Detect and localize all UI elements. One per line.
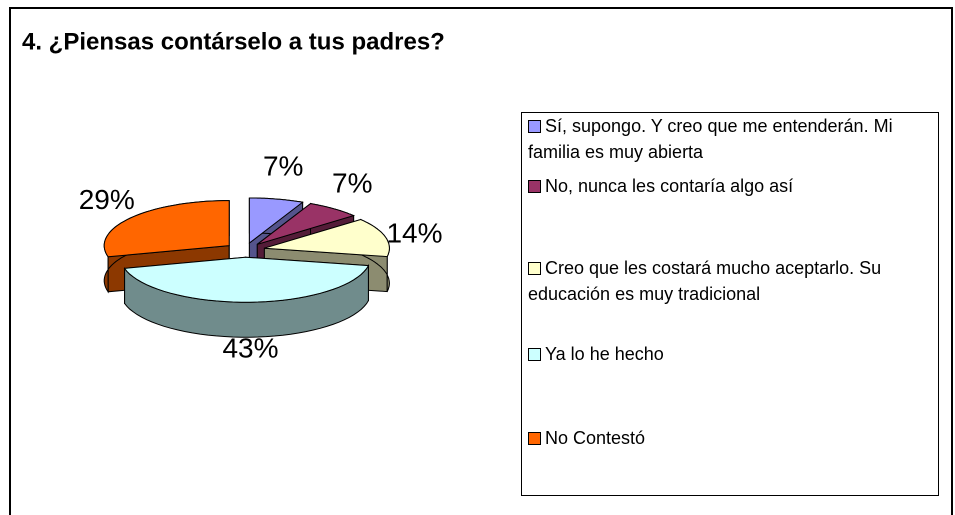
legend-swatch — [528, 348, 541, 361]
chart-title: 4. ¿Piensas contárselo a tus padres? — [22, 28, 445, 55]
slice — [123, 256, 370, 303]
legend-swatch — [528, 120, 541, 133]
legend-label: Sí, supongo. Y creo que me entenderán. M… — [528, 116, 893, 162]
frame — [9, 7, 953, 515]
legend-label: Ya lo he hecho — [545, 344, 664, 364]
legend-entry: Ya lo he hecho — [528, 341, 938, 367]
data-label: 7% — [263, 151, 303, 182]
legend-swatch — [528, 180, 541, 193]
legend: Sí, supongo. Y creo que me entenderán. M… — [521, 112, 939, 496]
legend-entry: No, nunca les contaría algo así — [528, 173, 938, 199]
legend-swatch — [528, 262, 541, 275]
slice — [264, 218, 390, 258]
data-label: 14% — [386, 218, 442, 249]
legend-label: No, nunca les contaría algo así — [545, 176, 794, 196]
slice — [103, 200, 230, 258]
data-label: 29% — [79, 184, 135, 215]
slice — [248, 197, 304, 245]
legend-entry: Sí, supongo. Y creo que me entenderán. M… — [528, 113, 938, 165]
slice — [256, 203, 356, 245]
legend-entry: No Contestó — [528, 425, 938, 451]
legend-label: No Contestó — [545, 428, 646, 448]
data-label: 7% — [332, 168, 372, 199]
legend-label: Creo que les costará mucho aceptarlo. Su… — [528, 258, 882, 304]
legend-swatch — [528, 432, 541, 445]
data-label: 43% — [222, 332, 278, 363]
legend-entry: Creo que les costará mucho aceptarlo. Su… — [528, 255, 938, 307]
